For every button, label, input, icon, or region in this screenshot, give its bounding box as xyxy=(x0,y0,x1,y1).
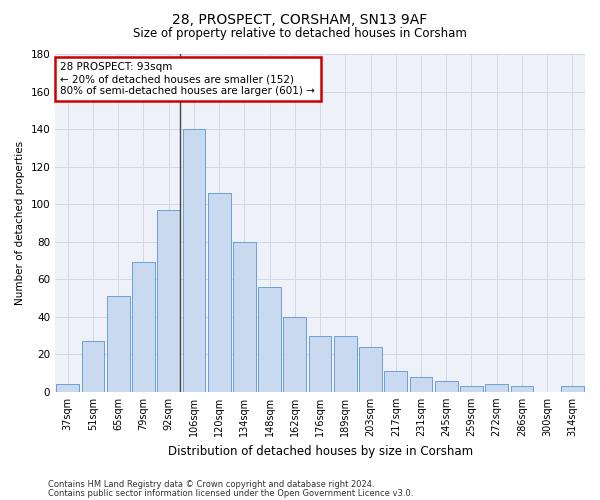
Bar xyxy=(309,336,331,392)
Bar xyxy=(410,377,433,392)
Bar xyxy=(82,341,104,392)
Bar xyxy=(561,386,584,392)
Bar xyxy=(435,380,458,392)
Bar xyxy=(385,371,407,392)
Bar xyxy=(258,286,281,392)
Bar xyxy=(233,242,256,392)
Bar xyxy=(359,347,382,392)
Bar xyxy=(182,129,205,392)
Bar xyxy=(157,210,180,392)
Bar xyxy=(208,193,230,392)
Bar xyxy=(460,386,483,392)
Bar xyxy=(511,386,533,392)
Bar xyxy=(334,336,356,392)
Text: Contains public sector information licensed under the Open Government Licence v3: Contains public sector information licen… xyxy=(48,488,413,498)
Text: Size of property relative to detached houses in Corsham: Size of property relative to detached ho… xyxy=(133,28,467,40)
Bar xyxy=(56,384,79,392)
Text: 28, PROSPECT, CORSHAM, SN13 9AF: 28, PROSPECT, CORSHAM, SN13 9AF xyxy=(172,12,428,26)
Bar xyxy=(485,384,508,392)
Text: 28 PROSPECT: 93sqm
← 20% of detached houses are smaller (152)
80% of semi-detach: 28 PROSPECT: 93sqm ← 20% of detached hou… xyxy=(61,62,316,96)
Bar xyxy=(107,296,130,392)
Bar xyxy=(132,262,155,392)
X-axis label: Distribution of detached houses by size in Corsham: Distribution of detached houses by size … xyxy=(167,444,473,458)
Text: Contains HM Land Registry data © Crown copyright and database right 2024.: Contains HM Land Registry data © Crown c… xyxy=(48,480,374,489)
Y-axis label: Number of detached properties: Number of detached properties xyxy=(15,141,25,305)
Bar xyxy=(283,316,306,392)
